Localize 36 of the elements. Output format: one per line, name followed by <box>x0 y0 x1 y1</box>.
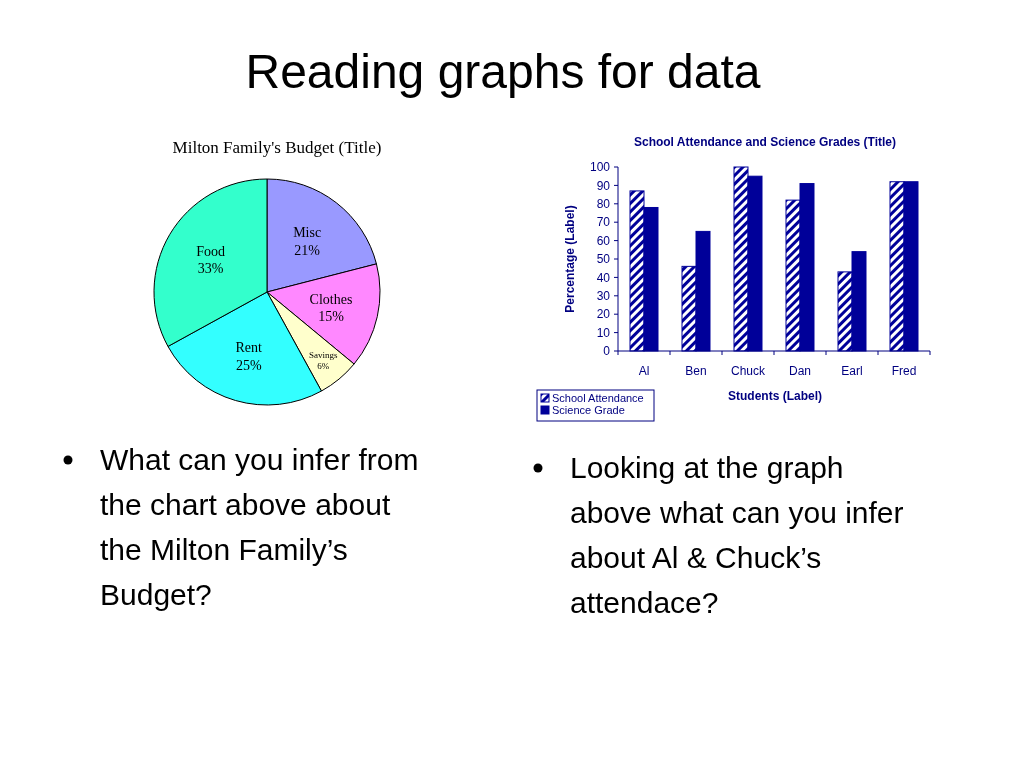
x-axis-title: Students (Label) <box>727 389 823 403</box>
slice-label: Clothes <box>309 291 353 307</box>
y-axis-title: Percentage (Label) <box>563 205 577 313</box>
x-tick-label: Chuck <box>730 364 767 378</box>
x-tick-label: Al <box>638 364 650 378</box>
x-tick-label: Dan <box>788 364 812 378</box>
slice-label: Rent <box>235 340 263 356</box>
data-label: 15% <box>318 309 345 324</box>
y-tick-label: 80 <box>596 197 611 211</box>
data-label: 25% <box>235 357 262 373</box>
data-label: 21% <box>294 242 321 258</box>
data-label: 33% <box>197 261 224 277</box>
y-tick-label: 10 <box>596 325 611 340</box>
y-tick-label: 20 <box>596 307 611 322</box>
legend-label: Science Grade <box>552 404 625 416</box>
slice-label: Misc <box>293 225 322 241</box>
text: Reading graphs for data <box>245 45 761 98</box>
y-tick-label: 100 <box>589 160 611 175</box>
x-tick-label: Earl <box>841 364 863 378</box>
chart-title: School Attendance and Science Grades (Title) <box>633 135 897 149</box>
chart-title: Milton Family's Budget (Title) <box>172 138 382 157</box>
data-label: 6% <box>317 361 330 372</box>
x-tick-label: Fred <box>891 364 917 378</box>
y-tick-label: 0 <box>603 344 611 359</box>
y-tick-label: 70 <box>596 215 611 230</box>
legend-label: School Attendance <box>552 392 644 404</box>
y-tick-label: 90 <box>596 178 611 193</box>
y-tick-label: 60 <box>596 233 611 248</box>
text: What can you infer from the chart above about the Milton Family’s Budget? <box>100 443 419 611</box>
text: Looking at the graph above what can you infer about Al & Chuck’s attendace? <box>570 451 904 619</box>
x-tick-label: Ben <box>685 364 707 378</box>
slice-label: Savings <box>308 350 338 361</box>
y-tick-label: 30 <box>596 289 611 303</box>
y-tick-label: 50 <box>596 252 611 267</box>
y-tick-label: 40 <box>596 270 611 285</box>
slice-label: Food <box>196 243 225 259</box>
